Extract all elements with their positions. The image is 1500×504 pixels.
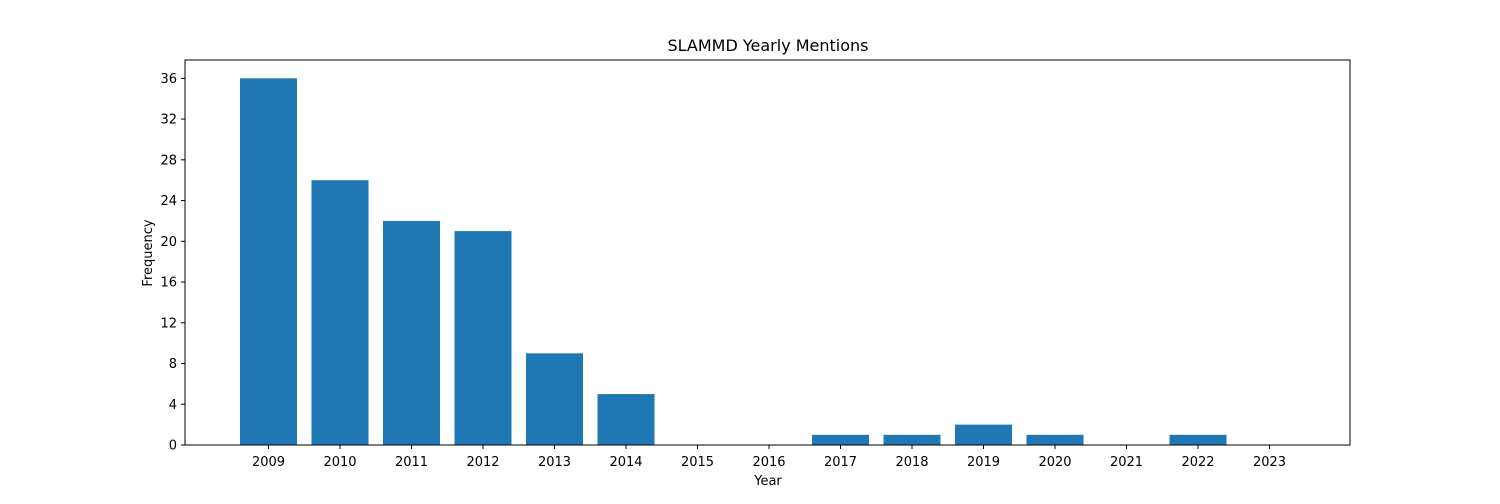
y-tick-label-12: 12 <box>160 316 177 331</box>
y-tick-label-24: 24 <box>160 194 177 209</box>
y-tick-label-20: 20 <box>160 235 177 250</box>
bar-2022 <box>1169 434 1227 445</box>
x-tick-label-2014: 2014 <box>609 455 642 470</box>
x-tick-label-2012: 2012 <box>466 455 499 470</box>
x-tick-label-2009: 2009 <box>252 455 285 470</box>
chart-title: SLAMMD Yearly Mentions <box>667 36 868 55</box>
bar-2014 <box>597 394 655 445</box>
bars-layer <box>240 78 1227 445</box>
bar-2020 <box>1026 434 1084 445</box>
x-tick-label-2018: 2018 <box>895 455 928 470</box>
y-tick-label-36: 36 <box>160 72 177 87</box>
x-tick-label-2015: 2015 <box>681 455 714 470</box>
bar-2010 <box>311 180 369 445</box>
x-tick-label-2021: 2021 <box>1110 455 1143 470</box>
y-tick-label-16: 16 <box>160 276 177 291</box>
bar-2009 <box>240 78 297 445</box>
y-tick-label-0: 0 <box>169 439 177 454</box>
bar-2018 <box>883 434 941 445</box>
bar-2011 <box>383 220 440 445</box>
x-tick-label-2019: 2019 <box>967 455 1000 470</box>
x-tick-label-2013: 2013 <box>538 455 571 470</box>
x-tick-label-2017: 2017 <box>824 455 857 470</box>
x-tick-label-2020: 2020 <box>1038 455 1071 470</box>
x-axis: 2009 2010 2011 2012 2013 2014 2015 2016 2017 2018… <box>252 445 1286 470</box>
y-axis: 0 4 8 12 16 20 24 28 32 36 <box>160 72 185 454</box>
x-tick-label-2022: 2022 <box>1181 455 1214 470</box>
bar-2013 <box>526 353 583 445</box>
bar-2019 <box>955 424 1012 445</box>
y-tick-label-28: 28 <box>160 153 177 168</box>
x-tick-label-2023: 2023 <box>1253 455 1286 470</box>
bar-2012 <box>454 231 512 445</box>
y-axis-label: Frequency <box>141 219 156 286</box>
bar-2017 <box>812 434 869 445</box>
y-tick-label-8: 8 <box>169 357 177 372</box>
x-axis-label: Year <box>753 474 782 489</box>
plot-frame <box>184 59 1351 446</box>
x-tick-label-2016: 2016 <box>752 455 785 470</box>
y-tick-label-4: 4 <box>169 398 177 413</box>
y-tick-label-32: 32 <box>160 113 177 128</box>
x-tick-label-2011: 2011 <box>395 455 428 470</box>
x-tick-label-2010: 2010 <box>323 455 356 470</box>
